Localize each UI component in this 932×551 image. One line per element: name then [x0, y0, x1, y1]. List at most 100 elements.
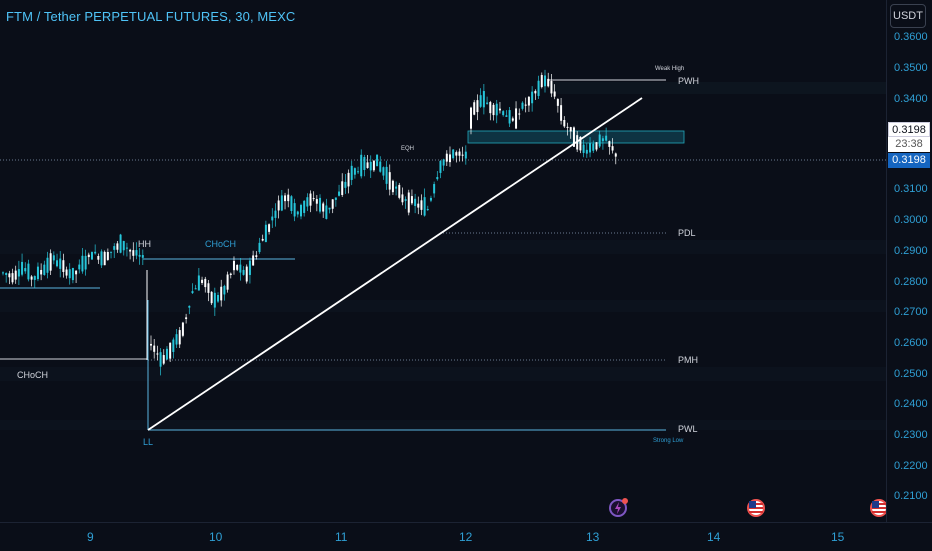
candle-body [185, 317, 188, 320]
us-flag-glyph-icon [749, 501, 763, 513]
chart-title: FTM / Tether PERPETUAL FUTURES, 30, MEXC [6, 9, 296, 24]
us-flag-event-icon[interactable] [747, 499, 765, 517]
candle-body [52, 255, 55, 261]
candle-body [75, 270, 78, 275]
pwl-label: PWL [678, 424, 698, 434]
candle-body [271, 216, 274, 221]
candle-body [341, 181, 344, 195]
candle-body [252, 255, 255, 266]
candle-body [315, 199, 318, 204]
candle-body [284, 195, 287, 202]
candle-body [49, 253, 52, 271]
candle-body [363, 157, 366, 170]
candle-body [68, 269, 71, 279]
candle-body [534, 90, 537, 94]
candle-body [122, 241, 125, 251]
day-label: 14 [707, 530, 721, 544]
candle-body [458, 151, 461, 156]
currency-button[interactable]: USDT [890, 4, 926, 28]
candle-body [322, 203, 325, 212]
candle-body [350, 165, 353, 180]
candle-body [357, 171, 360, 173]
candle-body [81, 255, 84, 272]
price-tick: 0.3100 [894, 183, 928, 195]
candle-body [110, 251, 113, 253]
candle-body [395, 186, 398, 189]
candle-body [135, 250, 138, 256]
candle-body [84, 255, 87, 270]
price-tick: 0.3000 [894, 214, 928, 226]
candle-body [417, 203, 420, 208]
candle-body [207, 283, 210, 293]
candle-body [236, 264, 239, 270]
candle-body [550, 81, 553, 94]
candle-body [103, 251, 106, 266]
candle-body [338, 191, 341, 196]
candle-body [14, 270, 17, 280]
candle-body [429, 197, 432, 201]
candle-body [5, 272, 8, 276]
candle-body [268, 224, 271, 232]
candle-body [17, 269, 20, 277]
candle-body [11, 273, 14, 283]
candle-body [537, 80, 540, 96]
candle-body [62, 260, 65, 272]
candle-body [59, 258, 62, 269]
candle-body [582, 144, 585, 153]
candle-body [153, 345, 156, 352]
candle-body [426, 209, 429, 211]
candle-body [78, 264, 81, 270]
candle-body [379, 161, 382, 172]
eqh-label: EQH [401, 146, 415, 152]
day-label: 15 [831, 530, 845, 544]
candle-body [175, 334, 178, 345]
candle-body [479, 95, 482, 107]
candle-body [178, 330, 181, 345]
candle-body [605, 135, 608, 141]
background-bands [0, 82, 886, 430]
candle-body [274, 210, 277, 218]
price-scale[interactable] [886, 0, 932, 522]
candle-body [544, 75, 546, 87]
candle-body [547, 78, 550, 87]
candle-body [572, 127, 575, 147]
day-label: 12 [459, 530, 473, 544]
candle-body [388, 172, 391, 190]
candle-body [595, 142, 598, 150]
candle-body [502, 111, 505, 116]
order-block-zone [467, 130, 685, 144]
candle-body [280, 195, 283, 211]
candle-body [43, 264, 46, 275]
candle-body [312, 198, 315, 200]
candle-body [614, 153, 617, 157]
candle-body [165, 348, 168, 360]
candle-body [334, 197, 337, 200]
chart-area[interactable]: FTM / Tether PERPETUAL FUTURES, 30, MEXC… [0, 0, 888, 522]
candle-body [385, 166, 388, 184]
candle-body [229, 273, 232, 276]
candle-body [87, 254, 90, 258]
choch-upper-label: CHoCH [205, 239, 237, 249]
day-label: 13 [586, 530, 600, 544]
candle-body [442, 159, 445, 166]
candlestick-chart[interactable] [0, 0, 886, 522]
candle-body [414, 198, 417, 206]
candle-body [398, 184, 401, 198]
candle-body [30, 276, 33, 280]
candle-body [344, 181, 347, 188]
candle-body [248, 260, 251, 275]
candles-group [2, 69, 617, 376]
candle-body [407, 192, 410, 213]
candle-body [527, 96, 530, 106]
candle-body [245, 266, 248, 282]
candle-body [589, 143, 592, 153]
candle-body [511, 118, 514, 121]
candle-body [132, 250, 135, 256]
flash-event-icon[interactable] [609, 498, 628, 517]
day-label: 9 [87, 530, 94, 544]
ll-label: LL [143, 437, 154, 447]
candle-body [46, 257, 49, 273]
candle-body [473, 102, 476, 115]
candle-body [560, 105, 563, 121]
time-axis[interactable] [0, 522, 932, 551]
